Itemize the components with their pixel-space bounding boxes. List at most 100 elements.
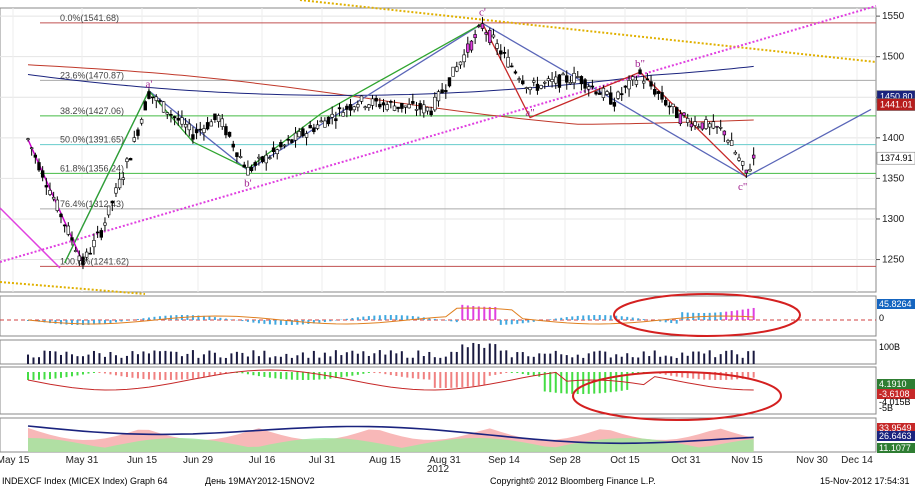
- candle-body: [117, 178, 122, 189]
- panel3-bar: [142, 372, 145, 379]
- panel1-bar: [378, 315, 381, 320]
- panel3-bar: [98, 372, 101, 373]
- volume-bar: [142, 351, 145, 364]
- panel3-bar: [164, 372, 167, 380]
- candle-body: [751, 154, 756, 159]
- candle-body: [348, 104, 353, 111]
- candle-body: [297, 131, 301, 138]
- candle-body: [198, 128, 202, 131]
- candle-body: [392, 105, 397, 111]
- panel1-bar: [609, 315, 612, 320]
- panel-frame-3: [0, 366, 877, 415]
- panel1-bar: [367, 316, 370, 320]
- candle-body: [235, 152, 239, 157]
- candle-body: [704, 119, 708, 129]
- price-badge-label: 1450.80: [880, 92, 913, 102]
- volume-bar: [373, 353, 376, 364]
- panel1-bar: [659, 320, 662, 322]
- panel-badge-label: 45.8264: [879, 299, 912, 309]
- volume-bar: [648, 356, 651, 364]
- volume-bar: [208, 350, 211, 364]
- panel-badge-box: [877, 443, 915, 453]
- candle-body: [649, 81, 653, 87]
- panel3-bar: [59, 372, 62, 378]
- panel3-bar: [54, 372, 57, 379]
- candle-body: [671, 103, 675, 107]
- panel1-bar: [615, 315, 618, 320]
- candle-body: [499, 50, 503, 55]
- volume-bar: [268, 357, 271, 364]
- candle-body: [590, 85, 595, 88]
- candle-body: [473, 34, 477, 39]
- volume-bar: [153, 350, 156, 364]
- candle-body: [623, 85, 628, 88]
- volume-bar: [587, 353, 590, 364]
- candle-body: [535, 83, 540, 91]
- candle-body: [132, 137, 136, 142]
- candle-body: [73, 250, 78, 252]
- panel1-bar: [499, 320, 502, 325]
- volume-bar: [670, 356, 673, 364]
- panel1-bar: [373, 315, 376, 320]
- panel-badge-box: [877, 431, 915, 441]
- panel3-bar: [389, 372, 392, 376]
- panel3-bar: [527, 372, 530, 375]
- candle-body: [26, 138, 30, 140]
- volume-bar: [560, 354, 563, 364]
- candle-body: [341, 112, 345, 117]
- volume-bar: [741, 357, 744, 364]
- panel1-bar: [466, 305, 469, 320]
- volume-bar: [263, 350, 266, 364]
- volume-bar: [125, 355, 128, 364]
- panel1-bar: [450, 320, 453, 322]
- panel1-bar: [296, 320, 299, 325]
- candle-body: [612, 102, 617, 107]
- candle-body: [224, 126, 228, 136]
- panel3-bar: [571, 372, 574, 394]
- candle-body: [491, 34, 496, 38]
- panel3-bar: [554, 372, 557, 393]
- candle-body: [583, 79, 587, 89]
- candle-body: [605, 91, 609, 95]
- volume-bar: [70, 354, 73, 364]
- volume-bar: [296, 355, 299, 364]
- volume-bar: [202, 354, 205, 364]
- candle-body: [565, 75, 569, 83]
- panel1-bar: [686, 312, 689, 320]
- candle-body: [682, 112, 686, 116]
- panel1-bar: [395, 315, 398, 320]
- panel3-bar: [703, 372, 706, 380]
- panel1-bar: [587, 315, 590, 320]
- candle-body: [557, 74, 562, 88]
- x-tick-label: Aug 31: [429, 455, 461, 466]
- candle-body: [139, 119, 144, 124]
- fib-level-label: 38.2%(1427.06): [60, 106, 124, 116]
- panel3-bar: [213, 372, 216, 376]
- panel3-bar: [433, 372, 436, 388]
- candle-body: [726, 140, 730, 143]
- candle-body: [84, 251, 89, 258]
- panel1-bar: [312, 320, 315, 324]
- volume-bar: [54, 351, 57, 364]
- panel-badge-label: 11.1077: [879, 443, 911, 453]
- candle-body: [246, 167, 250, 176]
- panel3-bar: [565, 372, 568, 394]
- candle-body: [114, 187, 118, 194]
- volume-bar: [169, 351, 172, 364]
- candle-body: [238, 156, 243, 158]
- candle-body: [707, 123, 712, 128]
- panel1-bar: [318, 320, 321, 323]
- volume-bar: [686, 355, 689, 364]
- volume-bar: [571, 357, 574, 364]
- candle-body: [733, 151, 738, 155]
- candle-body: [301, 128, 305, 137]
- volume-bar: [681, 352, 684, 364]
- candle-body: [51, 197, 56, 200]
- panel-badge-label: 26.6463: [879, 431, 912, 441]
- volume-bar: [609, 357, 612, 364]
- panel1-bar: [406, 315, 409, 320]
- volume-bar: [483, 347, 486, 364]
- panel3-signal-line: [27, 369, 754, 391]
- candle-body: [609, 92, 613, 105]
- y-tick-label: 1350: [882, 173, 905, 184]
